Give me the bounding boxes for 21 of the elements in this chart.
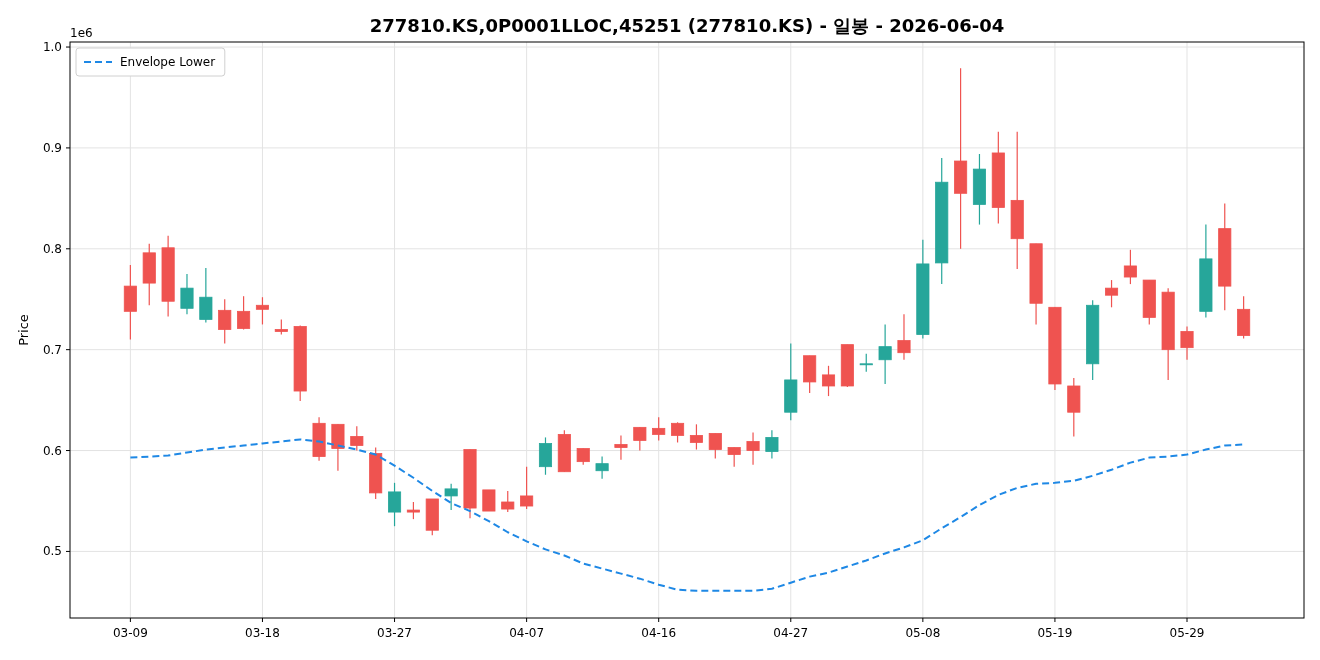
y-axis-title: Price <box>16 314 31 346</box>
y-tick-label: 0.5 <box>42 544 62 559</box>
x-tick-label: 04-16 <box>641 626 677 640</box>
x-tick-label: 05-29 <box>1169 626 1205 640</box>
text: 1e6 <box>70 26 93 40</box>
chart-title: 277810.KS,0P0001LLOC,45251 (277810.KS) - 일봉 - 2026-06-04 <box>369 15 1005 36</box>
x-tick-label: 05-19 <box>1037 626 1073 640</box>
x-tick-label: 03-18 <box>245 626 280 640</box>
y-tick-label: 0.6 <box>42 443 62 458</box>
y-tick-label: 1.0 <box>42 40 62 55</box>
x-tick-label: 03-09 <box>112 626 148 640</box>
legend-label: Envelope Lower <box>120 55 216 69</box>
x-tick-label: 04-07 <box>509 626 545 640</box>
x-tick-label: 03-27 <box>377 626 412 640</box>
line-series <box>129 438 1245 592</box>
y-tick-label: 0.9 <box>42 140 62 155</box>
x-tick-label: 04-27 <box>773 626 809 640</box>
y-tick-label: 0.7 <box>42 342 62 357</box>
y-tick-label: 0.8 <box>42 241 62 256</box>
legend: Envelope Lower <box>75 47 226 77</box>
x-tick-label: 05-08 <box>905 626 941 640</box>
